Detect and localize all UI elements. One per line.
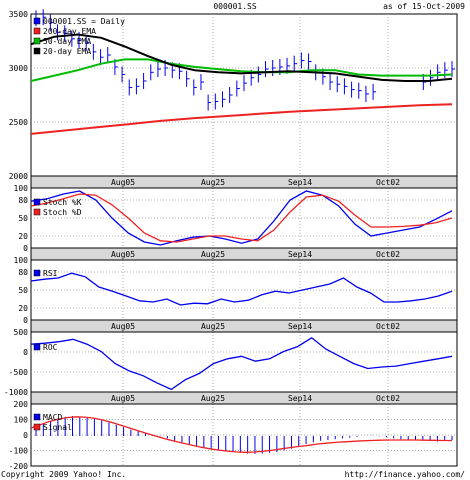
date-band-label: Oct02 [376, 250, 400, 259]
legend-label: 000001.SS = Daily [43, 17, 125, 26]
date-band-label: Sep14 [288, 178, 312, 187]
legend-label: 20-day EMA [43, 47, 91, 56]
legend-swatch [33, 413, 41, 421]
legend-swatch [33, 17, 41, 25]
date-band-label: Aug05 [111, 250, 135, 259]
y-tick-label: 500 [14, 328, 29, 337]
ema-200-line [30, 103, 453, 135]
y-tick-label: 50 [18, 214, 28, 223]
ema-50-line [30, 58, 453, 82]
y-tick-label: 100 [14, 256, 29, 265]
y-tick-label: 200 [14, 400, 29, 409]
y-tick-label: -500 [9, 368, 28, 377]
legend-label: Stoch %K [43, 198, 82, 207]
y-tick-label: 50 [18, 286, 28, 295]
legend-swatch [33, 269, 41, 277]
date-band [30, 391, 458, 405]
legend-label: Signal [43, 423, 72, 432]
legend-label: 50-day EMA [43, 37, 91, 46]
legend-swatch [33, 47, 41, 55]
copyright-text: Copyright 2009 Yahoo! Inc. [1, 470, 126, 479]
legend-swatch [33, 208, 41, 216]
roc-line [30, 337, 453, 391]
y-tick-label: 0 [23, 348, 28, 357]
legend-label: MACD [43, 413, 62, 422]
y-tick-label: 80 [18, 268, 28, 277]
ema-20-line [30, 33, 453, 82]
y-tick-label: -1000 [4, 388, 28, 397]
y-tick-label: 3500 [9, 10, 28, 19]
source-url: http://finance.yahoo.com/ [345, 470, 466, 479]
date-band-label: Aug25 [201, 322, 225, 331]
date-band-label: Sep14 [288, 394, 312, 403]
date-band-label: Aug25 [201, 250, 225, 259]
legend-swatch [33, 27, 41, 35]
y-tick-label: 100 [14, 416, 29, 425]
y-tick-label: 100 [14, 184, 29, 193]
stoch-k-line [30, 190, 453, 246]
y-tick-label: 80 [18, 196, 28, 205]
date-band-label: Aug25 [201, 394, 225, 403]
date-band-label: Sep14 [288, 322, 312, 331]
date-band-label: Oct02 [376, 394, 400, 403]
legend-label: 200-day EMA [43, 27, 96, 36]
legend-swatch [33, 423, 41, 431]
y-tick-label: 0 [23, 244, 28, 253]
legend-swatch [33, 198, 41, 206]
stoch-d-line [30, 193, 453, 243]
y-tick-label: 20 [18, 304, 28, 313]
date-band-label: Aug05 [111, 178, 135, 187]
y-tick-label: 0 [23, 431, 28, 440]
date-band-label: Oct02 [376, 178, 400, 187]
y-tick-label: 0 [23, 316, 28, 325]
y-tick-label: -200 [9, 462, 28, 471]
panel-frame [30, 13, 458, 177]
legend-label: RSI [43, 269, 58, 278]
date-band [30, 247, 458, 261]
y-tick-label: 2500 [9, 118, 28, 127]
y-tick-label: 20 [18, 232, 28, 241]
legend-label: ROC [43, 343, 58, 352]
macd-signal-line [30, 416, 452, 453]
as-of-date: as of 15-Oct-2009 [383, 2, 465, 11]
date-band-label: Oct02 [376, 322, 400, 331]
date-band [30, 319, 458, 333]
y-tick-label: 2000 [9, 172, 28, 181]
y-tick-label: 3000 [9, 64, 28, 73]
date-band-label: Aug05 [111, 394, 135, 403]
legend-swatch [33, 343, 41, 351]
legend-swatch [33, 37, 41, 45]
date-band [30, 175, 458, 189]
rsi-line [30, 272, 453, 306]
legend-label: Stoch %D [43, 208, 82, 217]
panel-frame [30, 331, 458, 393]
date-band-label: Aug05 [111, 322, 135, 331]
chart-symbol-title: 000001.SS [213, 2, 257, 11]
date-band-label: Aug25 [201, 178, 225, 187]
y-tick-label: -100 [9, 447, 28, 456]
date-band-label: Sep14 [288, 250, 312, 259]
